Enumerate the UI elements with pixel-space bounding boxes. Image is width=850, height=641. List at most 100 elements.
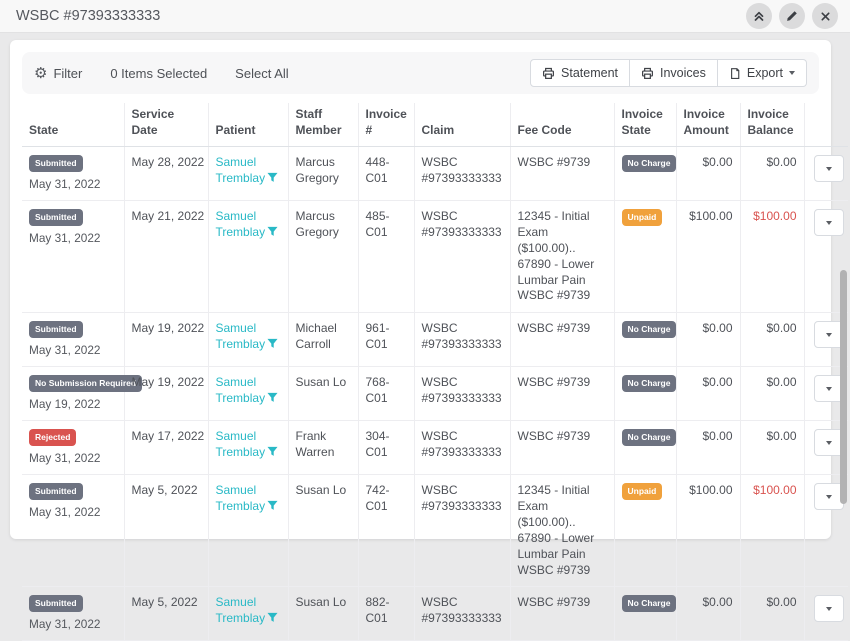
- invoice-number-cell: 448-C01: [358, 146, 415, 202]
- patient-link[interactable]: Samuel Tremblay: [216, 483, 279, 513]
- caret-down-icon: [825, 166, 832, 171]
- pencil-icon: [787, 11, 797, 21]
- invoice-state-badge: Unpaid: [621, 483, 663, 500]
- patient-link[interactable]: Samuel Tremblay: [216, 375, 279, 405]
- row-actions-dropdown-button[interactable]: [813, 429, 844, 457]
- patient-link[interactable]: Samuel Tremblay: [216, 209, 279, 239]
- patient-link[interactable]: Samuel Tremblay: [216, 595, 279, 625]
- row-actions-dropdown-button[interactable]: [813, 483, 844, 511]
- actions-cell: [804, 146, 848, 202]
- caret-down-icon: [789, 71, 795, 75]
- patient-cell: Samuel Tremblay: [208, 200, 289, 314]
- table-row: Submitted May 31, 2022 May 5, 2022 Samue…: [22, 586, 848, 641]
- gear-icon: ⚙: [34, 64, 48, 82]
- service-date-cell: May 5, 2022: [124, 474, 209, 588]
- filter-funnel-icon[interactable]: [267, 612, 278, 623]
- claim-cell: WSBC #97393333333: [414, 366, 511, 422]
- fee-code-cell: 12345 - Initial Exam ($100.00).. 67890 -…: [510, 474, 615, 588]
- state-cell: Submitted May 31, 2022: [22, 474, 125, 588]
- claim-cell: WSBC #97393333333: [414, 146, 511, 202]
- fee-code-cell: WSBC #9739: [510, 366, 615, 422]
- title-bar-actions: [746, 3, 838, 29]
- invoice-state-badge: No Charge: [621, 375, 677, 392]
- filter-funnel-icon[interactable]: [267, 338, 278, 349]
- column-header-actions: [804, 103, 848, 148]
- table-row: No Submission Required May 19, 2022 May …: [22, 366, 848, 422]
- invoice-state-badge: No Charge: [621, 321, 677, 338]
- invoice-balance-cell: $0.00: [740, 146, 805, 202]
- table-row: Submitted May 31, 2022 May 28, 2022 Samu…: [22, 146, 848, 202]
- patient-link[interactable]: Samuel Tremblay: [216, 429, 279, 459]
- invoice-state-cell: Unpaid: [614, 474, 677, 588]
- invoice-number-cell: 882-C01: [358, 586, 415, 641]
- filter-funnel-icon[interactable]: [267, 392, 278, 403]
- header-row: State Service Date Patient Staff Member …: [22, 103, 848, 148]
- row-actions-dropdown-button[interactable]: [813, 321, 844, 349]
- patient-cell: Samuel Tremblay: [208, 146, 289, 202]
- column-header-patient: Patient: [208, 103, 289, 148]
- state-date: May 31, 2022: [29, 450, 101, 465]
- claim-cell: WSBC #97393333333: [414, 312, 511, 368]
- staff-member-cell: Susan Lo: [288, 366, 359, 422]
- caret-down-icon: [825, 220, 832, 225]
- invoice-amount-cell: $100.00: [676, 474, 741, 588]
- invoice-state-cell: Unpaid: [614, 200, 677, 314]
- invoice-state-cell: No Charge: [614, 420, 677, 476]
- invoice-balance-cell: $100.00: [740, 200, 805, 314]
- row-actions-dropdown-button[interactable]: [813, 595, 844, 623]
- claims-table: State Service Date Patient Staff Member …: [22, 103, 848, 641]
- invoice-amount-cell: $0.00: [676, 146, 741, 202]
- row-actions-dropdown-button[interactable]: [813, 209, 844, 237]
- caret-down-icon: [825, 440, 832, 445]
- service-date-cell: May 21, 2022: [124, 200, 209, 314]
- service-date-cell: May 28, 2022: [124, 146, 209, 202]
- column-header-invoice-amount: Invoice Amount: [676, 103, 741, 148]
- state-cell: No Submission Required May 19, 2022: [22, 366, 143, 422]
- caret-down-icon: [825, 494, 832, 499]
- row-actions-dropdown-button[interactable]: [813, 155, 844, 183]
- state-cell: Submitted May 31, 2022: [22, 200, 125, 314]
- invoice-balance-cell: $0.00: [740, 586, 805, 641]
- filter-funnel-icon[interactable]: [267, 172, 278, 183]
- invoice-state-badge: No Charge: [621, 429, 677, 446]
- patient-cell: Samuel Tremblay: [208, 312, 289, 368]
- filter-button[interactable]: ⚙ Filter: [34, 66, 82, 81]
- claim-cell: WSBC #97393333333: [414, 420, 511, 476]
- invoice-state-cell: No Charge: [614, 586, 677, 641]
- patient-cell: Samuel Tremblay: [208, 366, 289, 422]
- invoice-balance-cell: $0.00: [740, 420, 805, 476]
- invoice-balance-cell: $0.00: [740, 312, 805, 368]
- close-icon: [820, 11, 830, 21]
- statement-button[interactable]: Statement: [530, 59, 630, 87]
- patient-link[interactable]: Samuel Tremblay: [216, 321, 279, 351]
- table-row: Submitted May 31, 2022 May 21, 2022 Samu…: [22, 200, 848, 314]
- state-cell: Submitted May 31, 2022: [22, 312, 125, 368]
- table-row: Submitted May 31, 2022 May 5, 2022 Samue…: [22, 474, 848, 588]
- vertical-scrollbar-thumb[interactable]: [840, 270, 847, 504]
- filter-label: Filter: [53, 65, 83, 81]
- select-all-button[interactable]: Select All: [235, 65, 289, 81]
- state-cell: Submitted May 31, 2022: [22, 146, 125, 202]
- fee-code-cell: WSBC #9739: [510, 586, 615, 641]
- row-actions-dropdown-button[interactable]: [813, 375, 844, 403]
- filter-funnel-icon[interactable]: [267, 226, 278, 237]
- invoices-button[interactable]: Invoices: [630, 59, 718, 87]
- table-row: Submitted May 31, 2022 May 19, 2022 Samu…: [22, 312, 848, 368]
- staff-member-cell: Michael Carroll: [288, 312, 359, 368]
- patient-link[interactable]: Samuel Tremblay: [216, 155, 279, 185]
- service-date-cell: May 19, 2022: [124, 366, 209, 422]
- fee-code-cell: WSBC #9739: [510, 312, 615, 368]
- column-header-invoice-balance: Invoice Balance: [740, 103, 805, 148]
- edit-button[interactable]: [779, 3, 805, 29]
- close-button[interactable]: [812, 3, 838, 29]
- actions-cell: [804, 586, 848, 641]
- invoice-state-badge: No Charge: [621, 155, 677, 172]
- claim-cell: WSBC #97393333333: [414, 200, 511, 314]
- collapse-button[interactable]: [746, 3, 772, 29]
- filter-funnel-icon[interactable]: [267, 446, 278, 457]
- export-button[interactable]: Export: [717, 59, 807, 87]
- invoice-amount-cell: $0.00: [676, 366, 741, 422]
- column-header-state: State: [22, 103, 125, 148]
- state-date: May 31, 2022: [29, 616, 101, 631]
- filter-funnel-icon[interactable]: [267, 500, 278, 511]
